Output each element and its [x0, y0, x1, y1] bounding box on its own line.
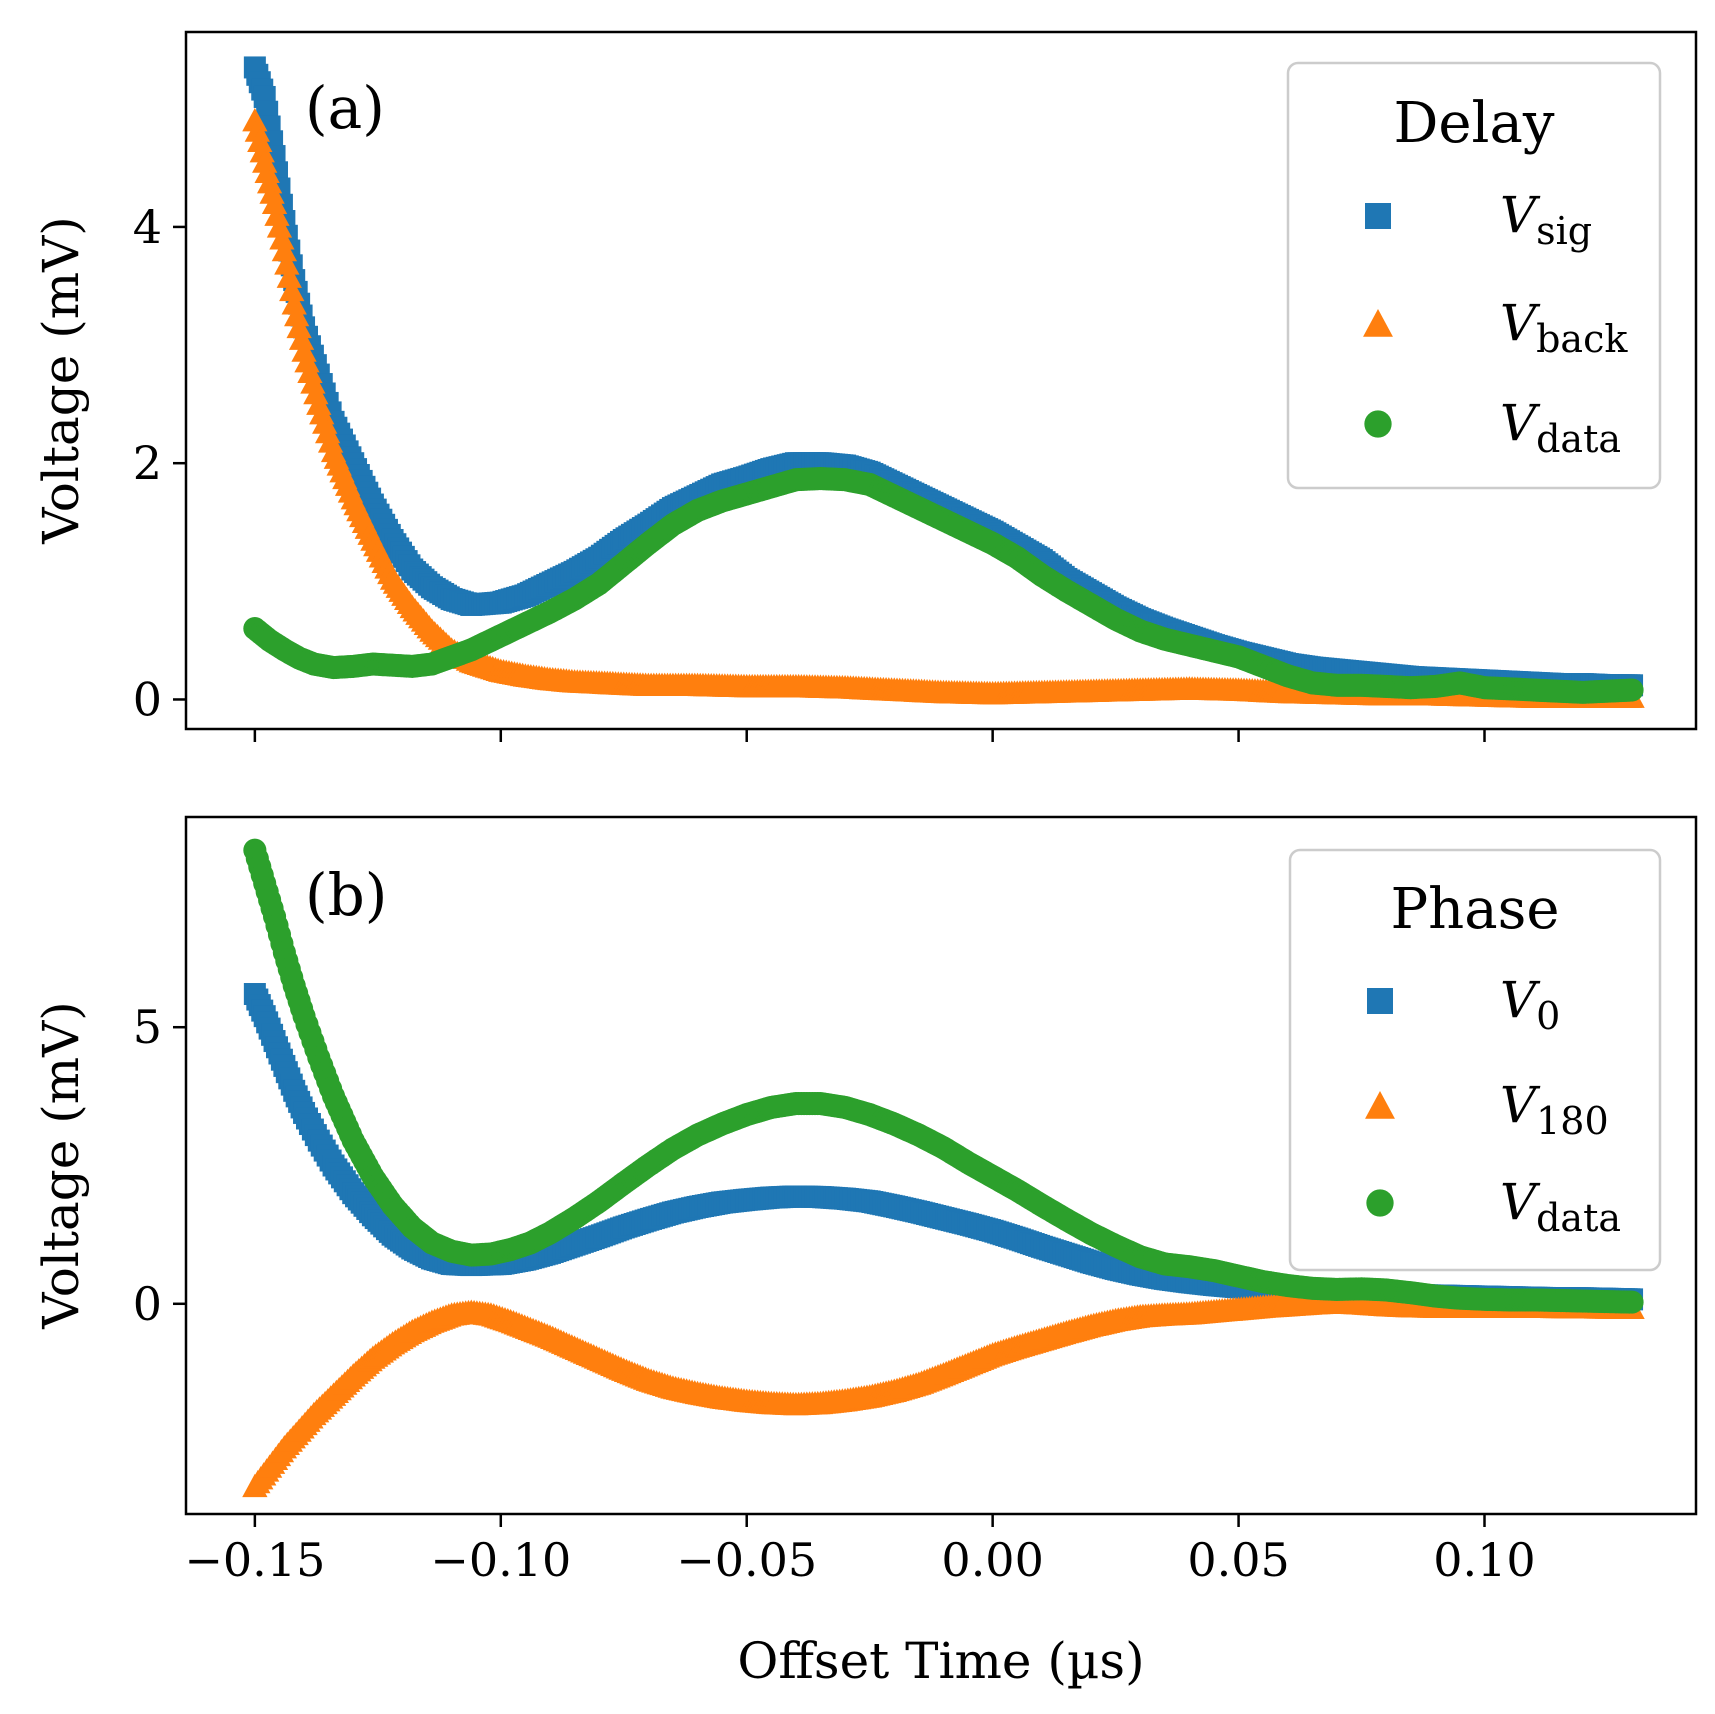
data-point-back — [266, 214, 293, 238]
legend-marker-back — [1363, 309, 1393, 337]
legend-label-data: Vdata — [1500, 1173, 1621, 1240]
panel-b-marks — [242, 838, 1645, 1498]
data-point-back — [261, 190, 288, 215]
x-tick-label: −0.10 — [430, 1533, 571, 1587]
data-point-back — [276, 264, 302, 288]
x-tick-label: 0.00 — [941, 1533, 1043, 1587]
legend-marker-data — [1364, 410, 1392, 438]
panel-a-frame — [184, 30, 1698, 731]
x-tick-label: −0.15 — [184, 1533, 325, 1587]
series-180 — [242, 1290, 1645, 1498]
legend-marker-sig — [1365, 203, 1391, 229]
data-point-back — [284, 302, 310, 327]
legend-marker-data — [1366, 1189, 1394, 1217]
y-tick-label: 0 — [133, 672, 162, 726]
y-tick-label: 0 — [133, 1277, 162, 1331]
data-point-back — [271, 237, 298, 262]
y-tick-label: 2 — [133, 436, 162, 490]
series-back — [242, 107, 1645, 708]
panel-b-ylabel: Voltage (mV) — [32, 1001, 90, 1330]
x-tick-label: 0.05 — [1187, 1533, 1289, 1587]
panel-a: 0 2 4 (a) Voltage (mV) Delay VsigVbackVdat… — [32, 30, 1698, 742]
series-data — [243, 838, 1644, 1314]
legend-marker-180 — [1365, 1091, 1395, 1119]
data-point-back — [269, 226, 295, 250]
data-point-data — [1620, 1290, 1644, 1314]
panel-b-xlabel: Offset Time (µs) — [737, 1632, 1144, 1690]
panel-a-ticks: 0 2 4 — [133, 200, 1486, 742]
data-point-back — [264, 202, 290, 226]
panel-a-marks — [242, 56, 1645, 708]
panel-b-legend-title: Phase — [1390, 877, 1559, 942]
series-data — [243, 467, 1644, 704]
panel-b-legend-box — [1288, 848, 1662, 1272]
panel-a-legend-title: Delay — [1394, 91, 1555, 156]
panel-a-ylabel: Voltage (mV) — [32, 216, 90, 545]
data-point-back — [281, 291, 307, 315]
data-point-back — [274, 251, 300, 275]
data-point-back — [286, 314, 312, 339]
data-point-back — [288, 326, 315, 350]
legend-marker-0 — [1367, 988, 1393, 1014]
y-tick-label: 5 — [133, 1000, 162, 1054]
panel-b-label: (b) — [305, 861, 387, 929]
data-point-back — [279, 277, 305, 302]
data-point-data — [1620, 678, 1644, 702]
x-tick-label: −0.05 — [676, 1533, 817, 1587]
panel-b: −0.15 −0.10 −0.05 0.00 0.05 0.10 0 5 (b) Voltag… — [32, 815, 1698, 1690]
y-tick-label: 4 — [133, 200, 162, 254]
panel-b-ticks: −0.15 −0.10 −0.05 0.00 0.05 0.10 0 5 — [133, 1000, 1536, 1587]
panel-a-legend-box — [1286, 61, 1662, 490]
x-tick-label: 0.10 — [1433, 1533, 1535, 1587]
panel-a-label: (a) — [305, 74, 385, 142]
panel-b-frame — [184, 815, 1698, 1516]
